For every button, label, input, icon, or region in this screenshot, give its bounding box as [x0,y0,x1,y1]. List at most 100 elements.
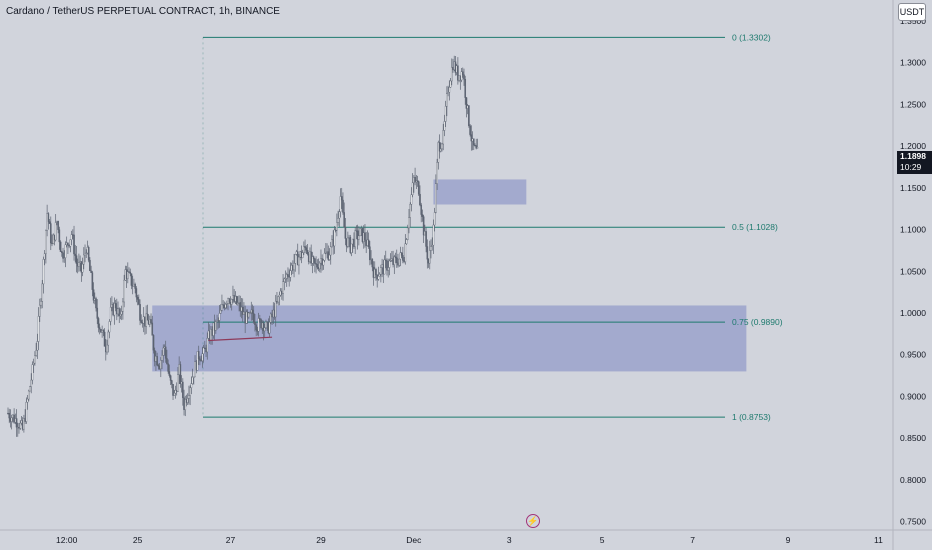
candle-body [383,259,386,275]
currency-button[interactable]: USDT [898,3,926,21]
candle-body [193,376,195,378]
lightning-icon[interactable]: ⚡ [526,514,540,528]
candle-body [311,256,314,264]
candle-body [270,313,272,323]
candle-body [184,399,187,410]
candle-body [244,311,246,324]
candle-body [351,238,354,245]
candle-body [177,374,179,392]
candle-body [257,318,260,332]
candle-body [343,212,345,228]
candle-body [410,194,413,205]
candle-body [455,65,458,73]
candle-body [40,301,42,306]
candle-body [100,329,102,333]
candle-body [375,269,377,276]
candle-body [364,232,366,241]
candle-body [241,306,244,315]
candle-body [354,230,356,247]
candle-body [233,295,235,302]
candle-body [20,420,23,424]
candle-body [251,309,254,314]
candle-body [266,321,268,323]
candle-body [163,346,166,349]
candle-body [466,105,469,109]
candle-body [41,283,44,302]
candle-body [362,232,365,242]
candle-body [215,321,217,331]
candle-body [120,311,123,315]
candle-body [7,412,9,415]
candle-body [24,418,26,422]
candle-body [62,252,64,259]
candle-body [261,322,264,329]
candle-body [274,301,277,318]
candle-body [437,142,440,163]
candle-body [173,392,176,396]
candle-body [371,258,374,268]
candle-body [268,322,271,334]
time-tick-label: 5 [600,535,605,545]
candle-body [463,74,465,80]
candle-body [84,253,86,256]
candle-body [254,322,256,325]
candle-body [9,417,12,422]
candle-body [278,294,281,297]
candle-body [138,299,140,305]
candle-body [108,321,111,333]
candle-body [232,295,234,300]
candle-body [14,418,17,423]
candle-body [259,318,261,320]
candle-body [222,304,224,306]
candle-body [469,125,471,135]
candle-body [58,229,61,243]
candle-body [430,246,432,251]
bar-countdown: 10:29 [900,162,922,172]
candles-layer [7,55,479,437]
candle-body [315,263,317,265]
candle-body [102,330,105,333]
candle-body [169,375,172,381]
candle-body [36,341,39,351]
candle-body [382,264,385,275]
candle-body [322,260,325,266]
candle-body [372,266,375,278]
time-tick-label: Dec [406,535,422,545]
candle-body [260,319,262,329]
candle-body [399,252,402,260]
candle-body [149,319,151,325]
candle-body [309,251,311,262]
candle-body [449,80,452,88]
candle-body [303,246,305,253]
time-tick-label: 3 [507,535,512,545]
candle-body [298,256,300,266]
candle-body [277,296,279,303]
candle-body [92,289,95,301]
candle-body [355,230,358,232]
candle-body [317,267,320,270]
candle-body [202,347,205,354]
candle-body [171,380,173,385]
candle-body [116,307,118,315]
candle-body [172,384,174,396]
candle-body [183,397,185,410]
candle-body [204,347,206,349]
candle-body [290,265,293,271]
candle-body [229,301,232,305]
candle-body [43,253,46,260]
trendline-layer [208,336,273,342]
candle-body [415,180,418,183]
time-axis: 12:00 25 27 29 Dec 3 5 7 9 11 [0,529,932,545]
candle-body [240,306,243,312]
candle-body [255,324,257,331]
candle-body [124,269,127,281]
candle-body [128,271,130,273]
candle-body [235,296,238,305]
candle-body [327,251,330,260]
candle-body [16,426,19,429]
candle-body [150,319,152,324]
candle-body [29,386,31,392]
candle-body [57,221,59,230]
